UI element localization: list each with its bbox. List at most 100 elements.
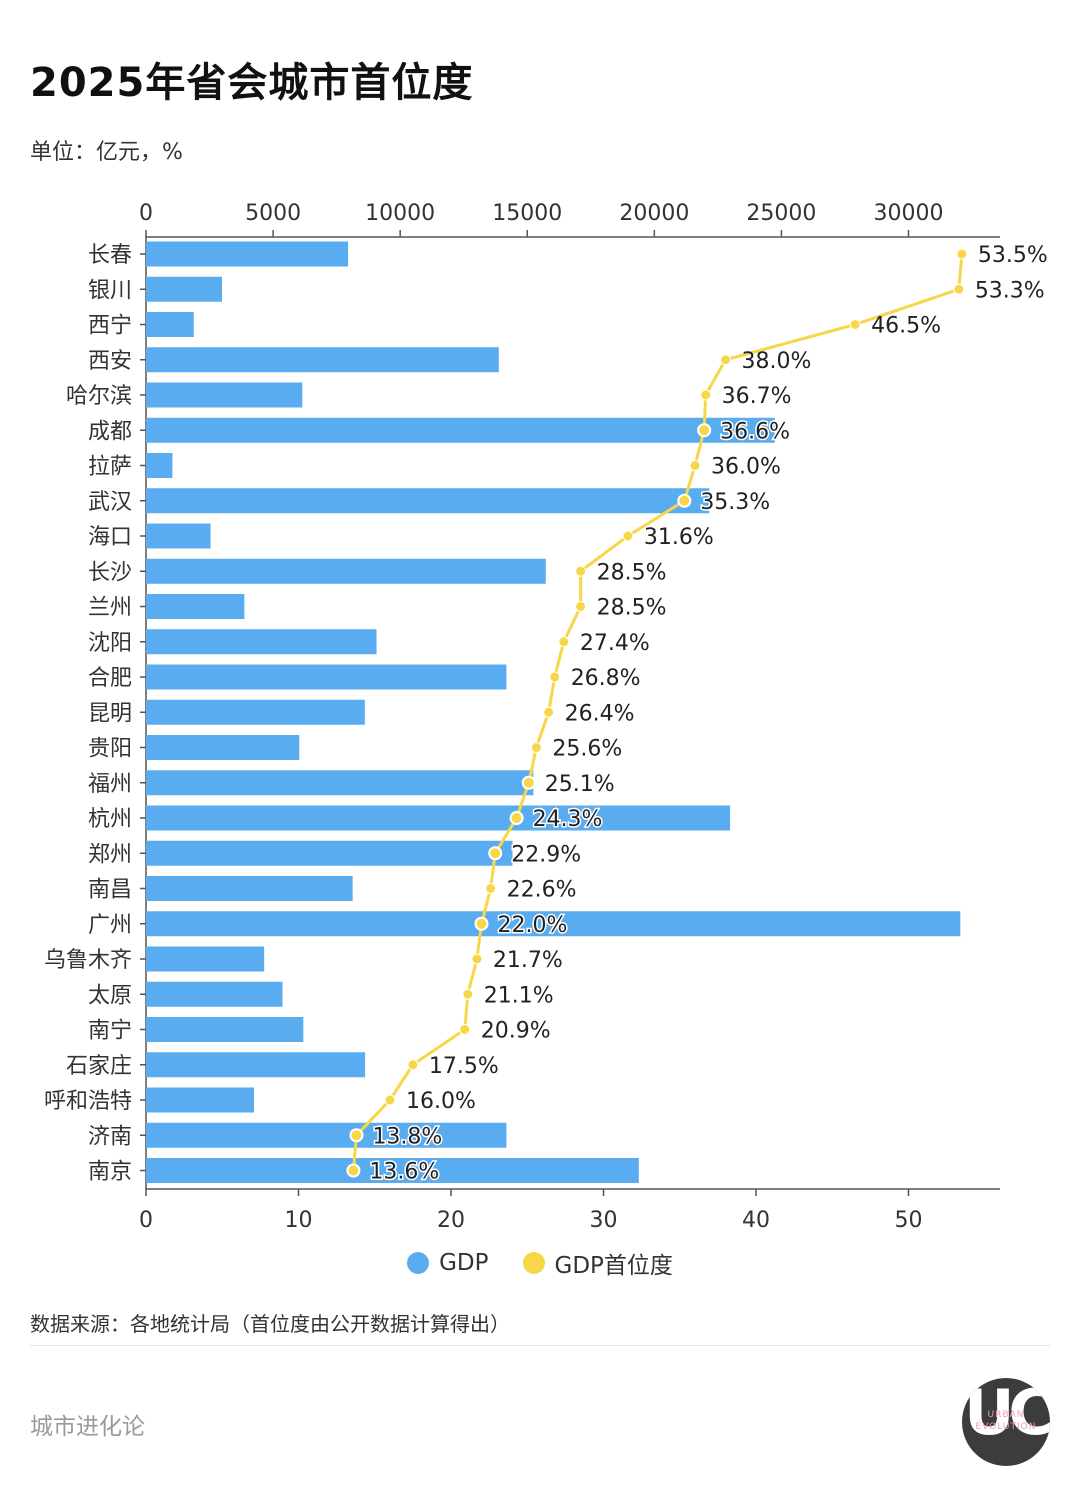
primacy-label: 26.4%: [565, 701, 635, 726]
gdp-bar: [146, 946, 265, 972]
category-label: 郑州: [88, 842, 132, 867]
gdp-bar: [146, 382, 303, 408]
category-label: 银川: [88, 278, 132, 303]
primacy-point: [953, 283, 965, 295]
legend: GDP GDP首位度: [0, 1246, 1080, 1280]
primacy-label: 25.1%: [545, 772, 615, 797]
brand-logo: UC URBAN EVOLUTION: [962, 1378, 1050, 1466]
category-label: 西宁: [88, 314, 132, 339]
primacy-label: 36.7%: [722, 384, 792, 409]
gdp-bar: [146, 770, 534, 796]
primacy-label: 24.3%: [533, 807, 603, 832]
primacy-label: 38.0%: [742, 349, 812, 374]
legend-swatch-gdp: [407, 1252, 430, 1274]
primacy-point: [474, 916, 489, 931]
legend-label-gdp: GDP: [439, 1250, 489, 1276]
bottom-axis-tick-label: 20: [437, 1208, 465, 1233]
primacy-point: [677, 493, 692, 508]
primacy-label: 22.6%: [507, 878, 577, 903]
gdp-bar: [146, 523, 211, 549]
bottom-axis-tick-label: 30: [590, 1208, 618, 1233]
primacy-point: [956, 248, 968, 260]
primacy-point: [689, 460, 701, 471]
top-axis-tick-label: 15000: [492, 201, 562, 226]
gdp-bar: [146, 594, 245, 619]
top-axis-tick-label: 25000: [746, 201, 816, 226]
gdp-bar: [146, 347, 499, 373]
primacy-point: [700, 389, 712, 401]
primacy-point: [543, 706, 555, 718]
gdp-bar: [146, 981, 283, 1007]
primacy-label: 16.0%: [406, 1089, 476, 1114]
category-label: 福州: [88, 772, 132, 797]
gdp-bar: [146, 840, 513, 866]
chart-title: 2025年省会城市首位度: [30, 60, 474, 106]
primacy-label: 28.5%: [597, 560, 667, 585]
primacy-label: 46.5%: [871, 314, 941, 339]
category-label: 南昌: [88, 878, 132, 903]
gdp-bar: [146, 312, 194, 337]
primacy-label: 26.8%: [571, 666, 641, 691]
primacy-point: [549, 671, 561, 683]
primacy-label: 22.0%: [498, 913, 568, 938]
legend-item-gdp: GDP: [407, 1246, 489, 1280]
gdp-bar: [146, 664, 507, 690]
primacy-point: [521, 775, 536, 790]
legend-item-primacy: GDP首位度: [522, 1246, 673, 1280]
gdp-bar: [146, 876, 353, 901]
primacy-label: 13.6%: [369, 1160, 439, 1185]
category-label: 西安: [88, 349, 132, 374]
primacy-label: 28.5%: [597, 596, 667, 621]
primacy-label: 22.9%: [511, 842, 581, 867]
category-label: 拉萨: [88, 455, 132, 480]
gdp-bar: [146, 1017, 304, 1042]
category-label: 贵阳: [88, 737, 132, 762]
primacy-label: 53.3%: [975, 278, 1045, 303]
gdp-bar: [146, 629, 377, 655]
gdp-bar: [146, 735, 300, 760]
category-label: 南宁: [88, 1019, 132, 1044]
top-axis-tick-label: 5000: [245, 201, 301, 226]
primacy-point: [485, 883, 497, 894]
category-label: 太原: [88, 983, 132, 1008]
primacy-label: 21.1%: [484, 983, 554, 1008]
primacy-point: [530, 742, 542, 753]
category-label: 合肥: [88, 666, 132, 691]
category-label: 杭州: [88, 807, 132, 832]
gdp-bar: [146, 1122, 507, 1148]
legend-label-primacy: GDP首位度: [554, 1253, 673, 1279]
primacy-label: 35.3%: [700, 490, 770, 515]
primacy-point: [407, 1059, 419, 1071]
primacy-label: 31.6%: [644, 525, 714, 550]
top-axis-tick-label: 20000: [619, 201, 689, 226]
top-axis-tick-label: 0: [139, 201, 153, 226]
gdp-bar: [146, 699, 365, 725]
category-label: 成都: [88, 419, 132, 444]
category-label: 长沙: [88, 560, 132, 585]
bottom-axis-tick-label: 40: [742, 1208, 770, 1233]
unit-label: 单位：亿元，%: [30, 140, 183, 165]
gdp-bar: [146, 276, 222, 302]
primacy-point: [720, 354, 731, 366]
category-label: 长春: [88, 243, 132, 268]
primacy-point: [622, 530, 634, 542]
gdp-bar: [146, 241, 349, 267]
category-label: 昆明: [88, 701, 132, 726]
primacy-label: 13.8%: [372, 1124, 442, 1149]
primacy-point: [488, 846, 503, 861]
gdp-bar: [146, 805, 731, 831]
source-note: 数据来源：各地统计局（首位度由公开数据计算得出）: [30, 1312, 510, 1336]
category-label: 广州: [88, 913, 132, 938]
gdp-bar: [146, 453, 173, 478]
primacy-point: [384, 1094, 396, 1106]
category-label: 海口: [88, 525, 132, 550]
gdp-bar: [146, 1052, 366, 1078]
logo-line1: URBAN: [987, 1410, 1025, 1420]
primacy-label: 25.6%: [552, 737, 622, 762]
category-label: 兰州: [88, 596, 132, 621]
primacy-label: 36.6%: [720, 419, 790, 444]
primacy-label: 17.5%: [429, 1054, 499, 1079]
primacy-point: [459, 1024, 471, 1035]
primacy-point: [462, 988, 474, 1000]
category-label: 乌鲁木齐: [44, 948, 132, 973]
